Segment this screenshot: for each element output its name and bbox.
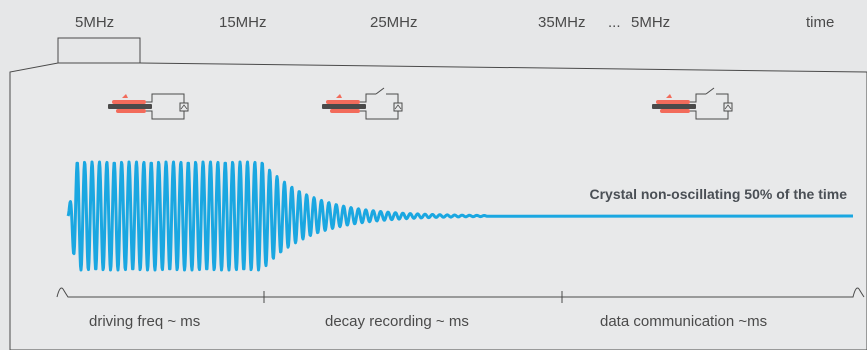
timeline-label-time: time (806, 14, 835, 31)
timeline-label-5mhz: 5MHz (75, 14, 115, 31)
zoom-panel (9, 62, 867, 350)
timeline-label-15mhz: 15MHz (219, 14, 267, 31)
crystal-annotation: Crystal non-oscillating 50% of the time (589, 186, 848, 202)
phase-driving-label: driving freq ~ ms (89, 313, 201, 330)
oscillation-waveform (66, 160, 854, 272)
crystal-switch-open-icon (652, 87, 733, 120)
phase-data-label: data communication ~ms (600, 313, 768, 330)
crystal-switch-closed-icon (108, 93, 189, 120)
timeline-label-25mhz: 25MHz (370, 14, 418, 31)
timeline-ellipsis: ... (608, 14, 621, 31)
phase-decay-label: decay recording ~ ms (325, 313, 469, 330)
zoom-box (57, 37, 141, 64)
timeline-label-35mhz: 35MHz (538, 14, 586, 31)
timeline-axis (56, 287, 865, 303)
crystal-switch-open-icon (322, 87, 403, 120)
timeline-label-5mhz-repeat: 5MHz (631, 14, 671, 31)
